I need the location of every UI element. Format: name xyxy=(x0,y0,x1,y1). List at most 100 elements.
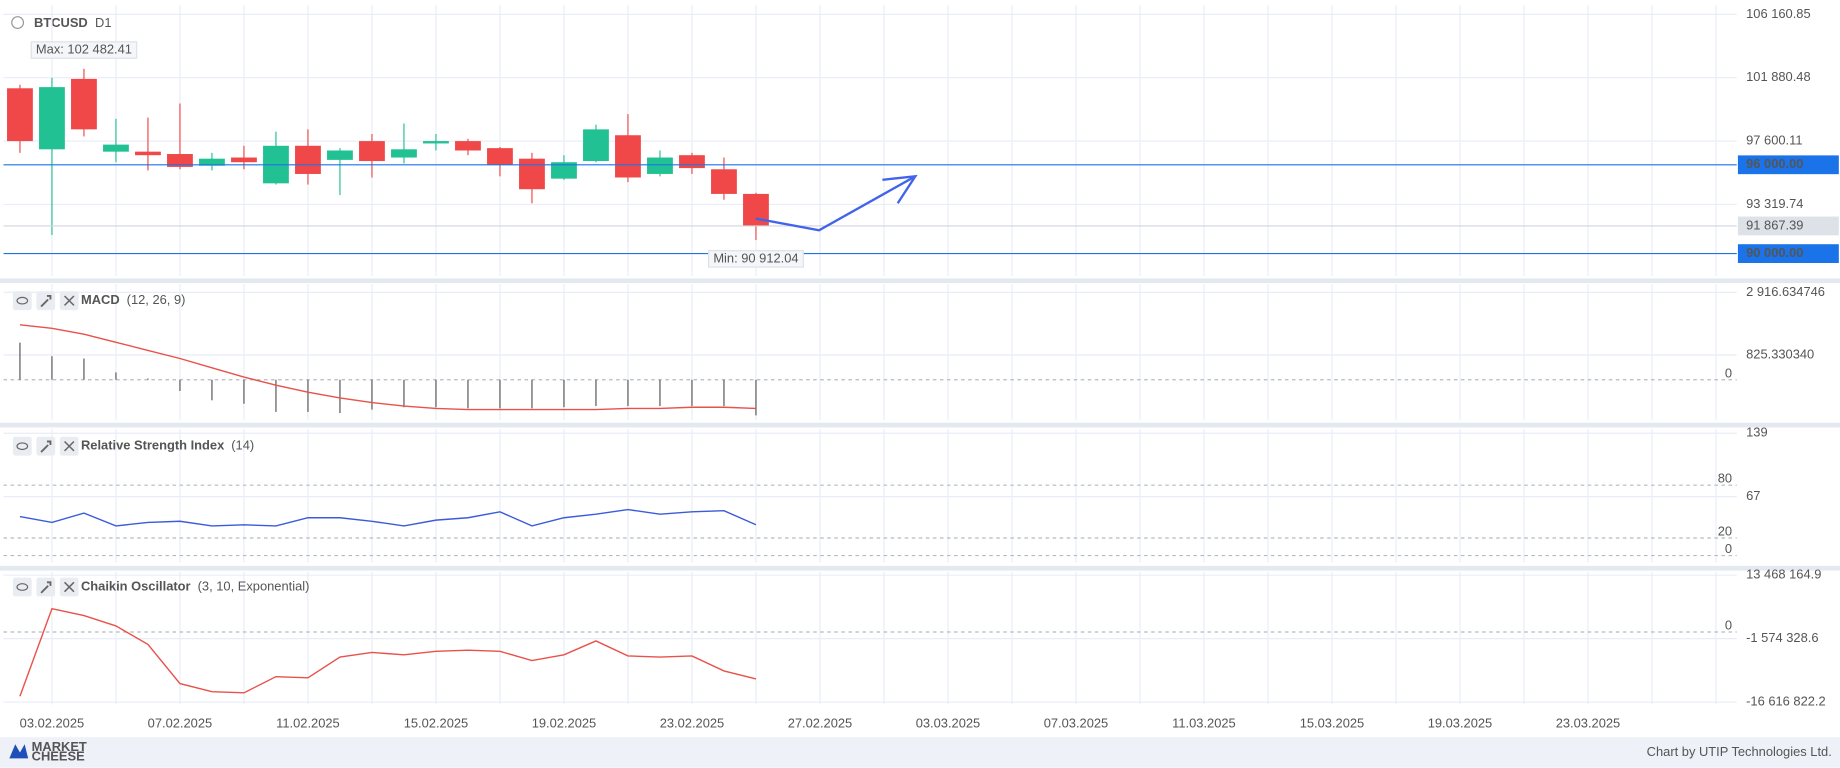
current-price-label: 91 867.39 xyxy=(1746,217,1803,232)
x-tick-label: 11.03.2025 xyxy=(1172,716,1236,731)
y-tick-label: 2 916.634746 xyxy=(1746,284,1825,299)
trend-drawing[interactable] xyxy=(755,175,916,232)
candle-body xyxy=(455,141,481,151)
timeframe: D1 xyxy=(95,15,111,30)
candle-body xyxy=(391,149,417,158)
y-tick-label: 825.330340 xyxy=(1746,346,1814,361)
x-tick-label: 11.02.2025 xyxy=(276,716,340,731)
wrench-glyph[interactable] xyxy=(40,440,52,453)
eye-button[interactable] xyxy=(12,436,32,456)
level-label: 0 xyxy=(1725,365,1732,380)
current-price-box xyxy=(1737,216,1839,236)
candle-body xyxy=(551,162,577,179)
indicator-params: (12, 26, 9) xyxy=(127,292,186,307)
eye-glyph[interactable] xyxy=(16,296,29,305)
y-tick-label: 97 600.11 xyxy=(1746,132,1802,147)
pane-separator xyxy=(0,565,1840,571)
level-label: 90 000.00 xyxy=(1746,245,1803,260)
y-tick-label: -1 574 328.6 xyxy=(1746,630,1818,645)
footer-bar xyxy=(0,737,1840,768)
x-tick-label: 03.02.2025 xyxy=(20,716,85,731)
symbol: BTCUSD xyxy=(34,15,88,30)
candle-body xyxy=(103,144,129,152)
candle-body xyxy=(615,135,641,178)
candle-body xyxy=(519,158,545,190)
pane-separator xyxy=(0,278,1840,284)
logo-text: CHEESE xyxy=(32,749,85,764)
y-tick-label: 93 319.74 xyxy=(1746,196,1803,211)
candle-body xyxy=(199,158,225,166)
x-tick-label: 07.02.2025 xyxy=(148,716,213,731)
candle-body xyxy=(327,150,353,160)
candle-body xyxy=(679,155,705,169)
x-tick-label: 19.02.2025 xyxy=(532,716,597,731)
indicator-title: Relative Strength Index xyxy=(81,438,225,453)
indicator-line xyxy=(19,324,756,411)
level-label: 0 xyxy=(1725,618,1732,633)
min-marker-label: Min: 90 912.04 xyxy=(713,250,798,265)
arrow-head[interactable] xyxy=(882,174,918,204)
credit: Chart by UTIP Technologies Ltd. xyxy=(1647,744,1832,759)
level-label: 96 000.00 xyxy=(1746,156,1803,171)
wrench-glyph[interactable] xyxy=(40,581,52,594)
candle-body xyxy=(167,154,193,167)
indicator-params: (14) xyxy=(231,438,254,453)
logo-icon xyxy=(9,744,29,759)
x-tick-label: 23.02.2025 xyxy=(660,716,725,731)
x-tick-label: 03.03.2025 xyxy=(916,716,981,731)
indicator-title: MACD xyxy=(81,292,120,307)
candle-body xyxy=(583,129,609,162)
level-label: 20 xyxy=(1718,524,1732,539)
x-glyph[interactable] xyxy=(64,440,75,452)
y-tick-label: 67 xyxy=(1746,488,1760,503)
x-tick-label: 07.03.2025 xyxy=(1044,716,1109,731)
level-label-box xyxy=(1737,155,1839,175)
eye-button[interactable] xyxy=(12,291,32,311)
min-marker-box xyxy=(708,250,804,268)
eye-glyph[interactable] xyxy=(16,583,29,591)
y-tick-label: 13 468 164.9 xyxy=(1746,567,1821,582)
level-label-box xyxy=(1737,244,1839,263)
y-tick-label: 101 880.48 xyxy=(1746,69,1811,84)
level-label: 0 xyxy=(1725,541,1732,556)
candle-body xyxy=(711,169,737,194)
eye-glyph[interactable] xyxy=(16,442,29,451)
pane-separator xyxy=(0,422,1840,428)
candle-body xyxy=(295,145,321,174)
logo-text: MARKET xyxy=(32,739,87,754)
indicator-line xyxy=(19,607,757,697)
candle-body xyxy=(71,78,97,130)
y-tick-label: 139 xyxy=(1746,425,1768,440)
x-tick-label: 27.02.2025 xyxy=(788,716,853,731)
y-tick-label: 106 160.85 xyxy=(1746,6,1811,21)
max-marker-box xyxy=(30,41,138,59)
wrench-glyph[interactable] xyxy=(40,295,52,308)
candle-body xyxy=(423,141,449,144)
x-glyph[interactable] xyxy=(64,581,75,593)
candle-body xyxy=(487,148,513,165)
x-tick-label: 15.03.2025 xyxy=(1300,716,1365,731)
candle-body xyxy=(7,88,33,142)
y-tick-label: -16 616 822.2 xyxy=(1746,693,1826,708)
drawing-arrow[interactable] xyxy=(755,174,918,232)
x-tick-label: 19.03.2025 xyxy=(1428,716,1493,731)
x-tick-label: 15.02.2025 xyxy=(404,716,469,731)
candle-body xyxy=(39,87,65,150)
indicator-params: (3, 10, Exponential) xyxy=(198,578,310,593)
level-label: 80 xyxy=(1718,471,1732,486)
candle-body xyxy=(359,141,385,162)
indicator-line xyxy=(19,508,757,527)
candle-body xyxy=(231,157,257,163)
info-icon[interactable] xyxy=(11,16,25,30)
max-marker-label: Max: 102 482.41 xyxy=(36,41,132,56)
candle-body xyxy=(135,151,161,156)
x-glyph[interactable] xyxy=(64,295,75,306)
eye-button[interactable] xyxy=(12,577,32,597)
candle-body xyxy=(647,157,673,174)
x-tick-label: 23.03.2025 xyxy=(1556,716,1621,731)
indicator-title: Chaikin Oscillator xyxy=(81,578,191,593)
